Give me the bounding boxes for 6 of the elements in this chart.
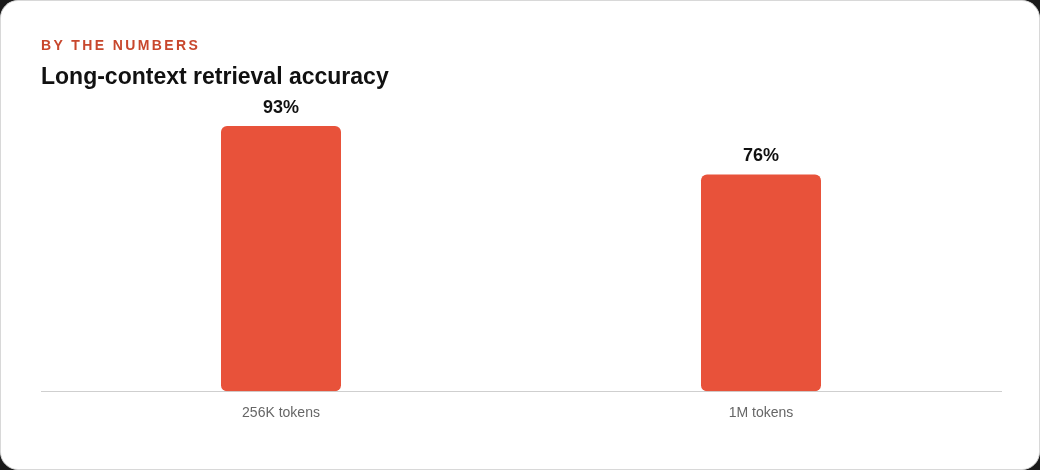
x-tick-label: 256K tokens xyxy=(242,404,320,421)
chart-title: Long-context retrieval accuracy xyxy=(41,63,389,90)
x-tick-label: 1M tokens xyxy=(728,404,794,421)
data-label: 76% xyxy=(742,145,780,166)
chart-subtitle: BY THE NUMBERS xyxy=(41,37,201,53)
data-label: 93% xyxy=(262,96,300,117)
